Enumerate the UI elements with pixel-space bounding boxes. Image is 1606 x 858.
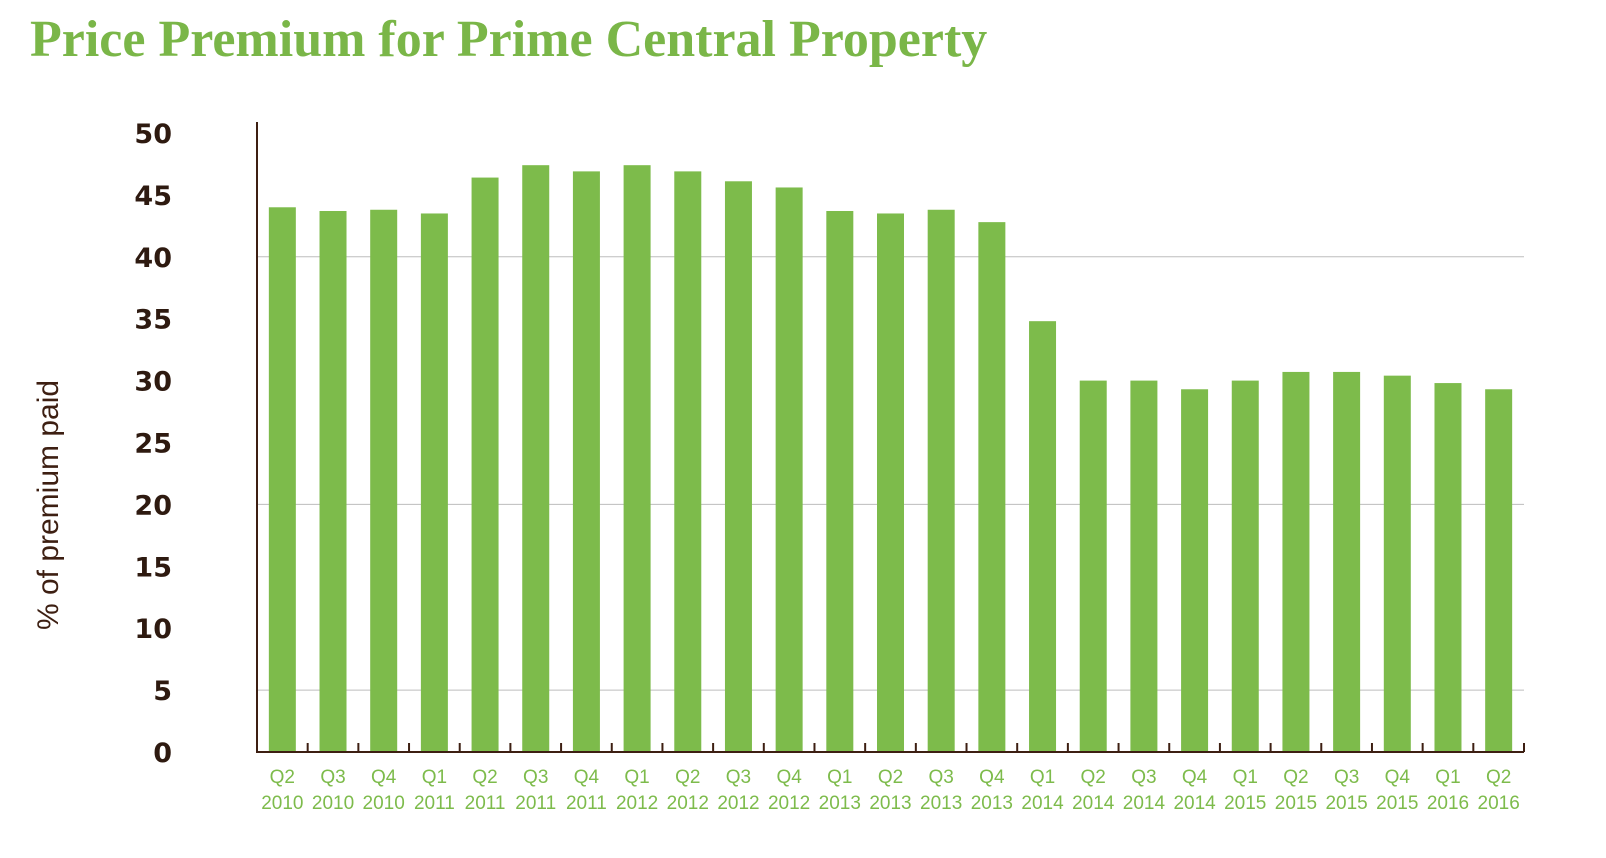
y-tick-label: 15 bbox=[134, 552, 172, 583]
bar bbox=[978, 222, 1006, 753]
bar bbox=[522, 165, 550, 753]
x-tick-label: Q2 2016 bbox=[1478, 767, 1520, 814]
bar bbox=[623, 165, 651, 753]
x-tick-label: Q4 2011 bbox=[566, 767, 607, 814]
x-tick-label: Q2 2014 bbox=[1072, 767, 1115, 814]
bar bbox=[1079, 380, 1107, 752]
x-tick-label: Q3 2010 bbox=[312, 767, 354, 814]
bar bbox=[1282, 371, 1310, 752]
y-tick-label: 10 bbox=[134, 614, 172, 645]
x-tick-label: Q3 2015 bbox=[1325, 767, 1367, 814]
bar bbox=[775, 187, 803, 753]
bar bbox=[1231, 380, 1259, 752]
x-tick-label: Q4 2010 bbox=[363, 767, 405, 814]
x-tick-label: Q1 2015 bbox=[1224, 767, 1266, 814]
y-tick-label: 35 bbox=[134, 305, 172, 336]
x-tick-label: Q3 2011 bbox=[515, 767, 556, 814]
y-tick-label: 45 bbox=[134, 181, 172, 212]
bar bbox=[370, 209, 398, 753]
y-tick-label: 5 bbox=[153, 676, 172, 707]
y-tick-labels: 0 5 10 15 20 25 30 35 40 45 50 bbox=[134, 119, 172, 769]
y-tick-label: 20 bbox=[134, 490, 172, 521]
x-tick-label: Q2 2015 bbox=[1275, 767, 1317, 814]
y-tick-label: 0 bbox=[153, 738, 172, 769]
bar bbox=[877, 213, 904, 753]
bar bbox=[1029, 321, 1057, 752]
bar bbox=[1181, 389, 1209, 752]
bar bbox=[1434, 383, 1462, 752]
bar bbox=[826, 210, 854, 752]
x-tick-label: Q2 2012 bbox=[667, 767, 709, 814]
bar bbox=[319, 210, 347, 752]
x-tick-label: Q4 2015 bbox=[1376, 767, 1418, 814]
bar bbox=[927, 209, 955, 753]
x-tick-label: Q3 2012 bbox=[717, 767, 759, 814]
y-tick-label: 25 bbox=[134, 429, 172, 460]
x-tick-label: Q4 2014 bbox=[1173, 767, 1216, 814]
axes bbox=[256, 122, 1525, 753]
chart-title: Price Premium for Prime Central Property bbox=[30, 11, 988, 68]
x-tick-label: Q4 2012 bbox=[768, 767, 810, 814]
bar bbox=[1130, 380, 1158, 752]
y-tick-label: 30 bbox=[134, 367, 172, 398]
x-tick-label: Q3 2014 bbox=[1123, 767, 1166, 814]
x-tick-label: Q3 2013 bbox=[920, 767, 962, 814]
x-tick-label: Q1 2014 bbox=[1021, 767, 1064, 814]
bar bbox=[420, 213, 448, 753]
bar bbox=[724, 181, 752, 753]
x-tick-label: Q2 2010 bbox=[261, 767, 303, 814]
y-tick-label: 40 bbox=[134, 243, 172, 274]
bar bbox=[1333, 371, 1361, 752]
bar bbox=[1383, 375, 1411, 752]
bar bbox=[471, 177, 499, 752]
x-tick-label: Q1 2011 bbox=[414, 767, 455, 814]
x-tick-label: Q1 2013 bbox=[819, 767, 861, 814]
bars bbox=[268, 165, 1513, 753]
x-tick-label: Q1 2016 bbox=[1427, 767, 1469, 814]
y-axis-label: % of premium paid bbox=[32, 380, 65, 630]
x-tick-label: Q2 2011 bbox=[465, 767, 506, 814]
bar bbox=[572, 171, 600, 753]
bar bbox=[1485, 389, 1513, 752]
x-tick-label: Q1 2012 bbox=[616, 767, 658, 814]
x-tick-label: Q4 2013 bbox=[971, 767, 1013, 814]
y-tick-label: 50 bbox=[134, 119, 172, 150]
bar bbox=[268, 207, 296, 752]
x-tick-label: Q2 2013 bbox=[869, 767, 911, 814]
bar bbox=[674, 171, 702, 753]
